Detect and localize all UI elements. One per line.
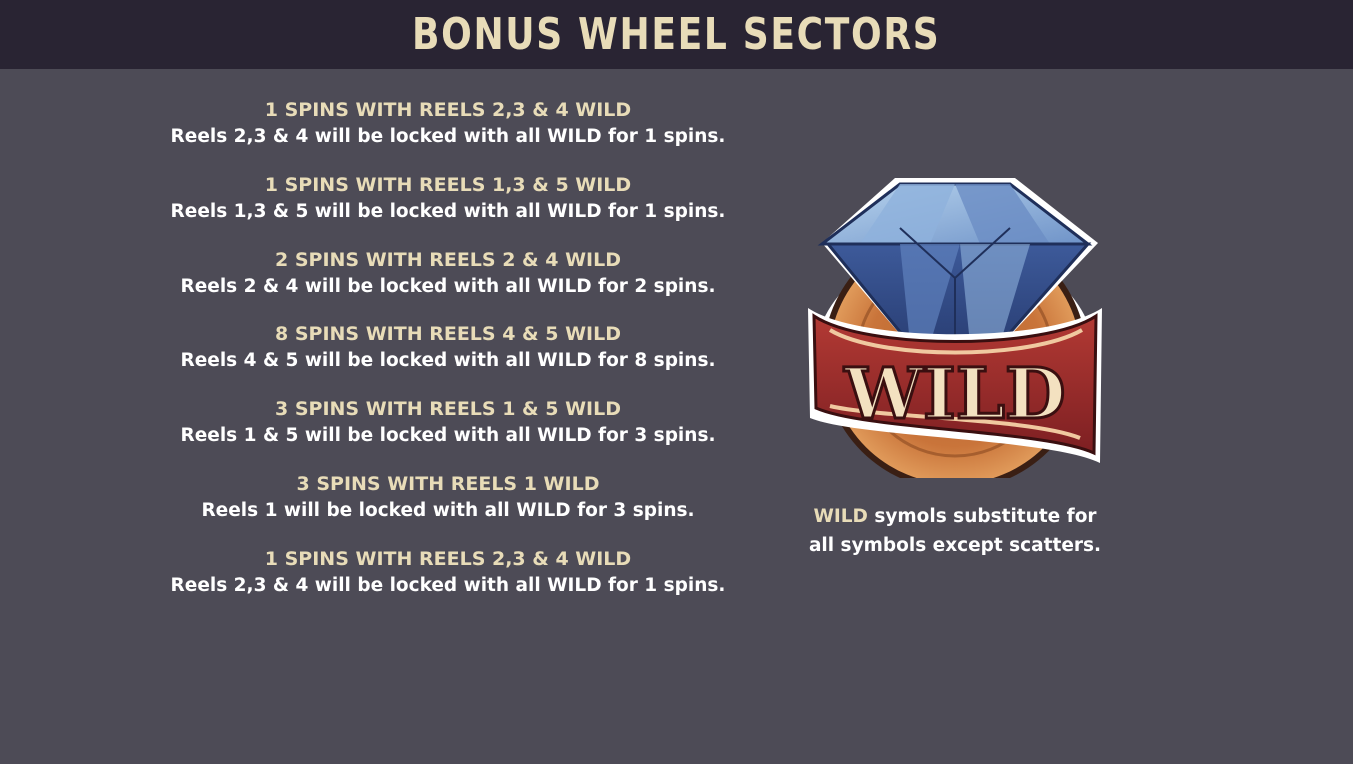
- sector-item: 3 SPINS WITH REELS 1 WILD Reels 1 will b…: [148, 472, 748, 547]
- sector-title: 8 SPINS WITH REELS 4 & 5 WILD: [275, 323, 621, 346]
- sector-description: Reels 1 will be locked with all WILD for…: [201, 499, 695, 521]
- wild-symbol-graphic: WILD: [808, 178, 1102, 490]
- wild-description: WILD symols substitute for all symbols e…: [780, 502, 1130, 560]
- wild-description-line1: WILD symols substitute for: [780, 502, 1130, 531]
- wild-banner-label: WILD: [843, 352, 1065, 435]
- page-title: BONUS WHEEL SECTORS: [412, 9, 941, 60]
- sector-item: 3 SPINS WITH REELS 1 & 5 WILD Reels 1 & …: [148, 397, 748, 472]
- sector-title: 1 SPINS WITH REELS 2,3 & 4 WILD: [264, 547, 632, 570]
- sector-list: 1 SPINS WITH REELS 2,3 & 4 WILD Reels 2,…: [148, 98, 748, 622]
- sector-item: 1 SPINS WITH REELS 2,3 & 4 WILD Reels 2,…: [148, 98, 748, 173]
- sector-title: 1 SPINS WITH REELS 1,3 & 5 WILD: [264, 173, 632, 196]
- sector-title: 3 SPINS WITH REELS 1 WILD: [296, 472, 600, 495]
- sector-item: 2 SPINS WITH REELS 2 & 4 WILD Reels 2 & …: [148, 248, 748, 323]
- sector-description: Reels 2 & 4 will be locked with all WILD…: [180, 275, 716, 297]
- sector-title: 3 SPINS WITH REELS 1 & 5 WILD: [275, 398, 621, 421]
- sector-description: Reels 4 & 5 will be locked with all WILD…: [180, 350, 716, 372]
- diamond-wild-icon: WILD: [800, 168, 1110, 490]
- sector-description: Reels 1,3 & 5 will be locked with all WI…: [170, 200, 726, 222]
- sector-item: 8 SPINS WITH REELS 4 & 5 WILD Reels 4 & …: [148, 322, 748, 397]
- sector-description: Reels 2,3 & 4 will be locked with all WI…: [170, 574, 726, 596]
- page-header: BONUS WHEEL SECTORS: [0, 0, 1353, 69]
- sector-description: Reels 2,3 & 4 will be locked with all WI…: [170, 126, 726, 147]
- wild-description-rest: symols substitute for: [867, 506, 1097, 527]
- sector-item: 1 SPINS WITH REELS 1,3 & 5 WILD Reels 1,…: [148, 173, 748, 248]
- wild-description-line2: all symbols except scatters.: [808, 535, 1102, 556]
- wild-highlight: WILD: [813, 506, 868, 527]
- wild-banner: [812, 313, 1098, 456]
- sector-title: 2 SPINS WITH REELS 2 & 4 WILD: [275, 248, 621, 271]
- gem-crown: [817, 182, 1093, 246]
- sector-title: 1 SPINS WITH REELS 2,3 & 4 WILD: [264, 99, 632, 121]
- sector-description: Reels 1 & 5 will be locked with all WILD…: [180, 425, 716, 447]
- sector-item: 1 SPINS WITH REELS 2,3 & 4 WILD Reels 2,…: [148, 547, 748, 622]
